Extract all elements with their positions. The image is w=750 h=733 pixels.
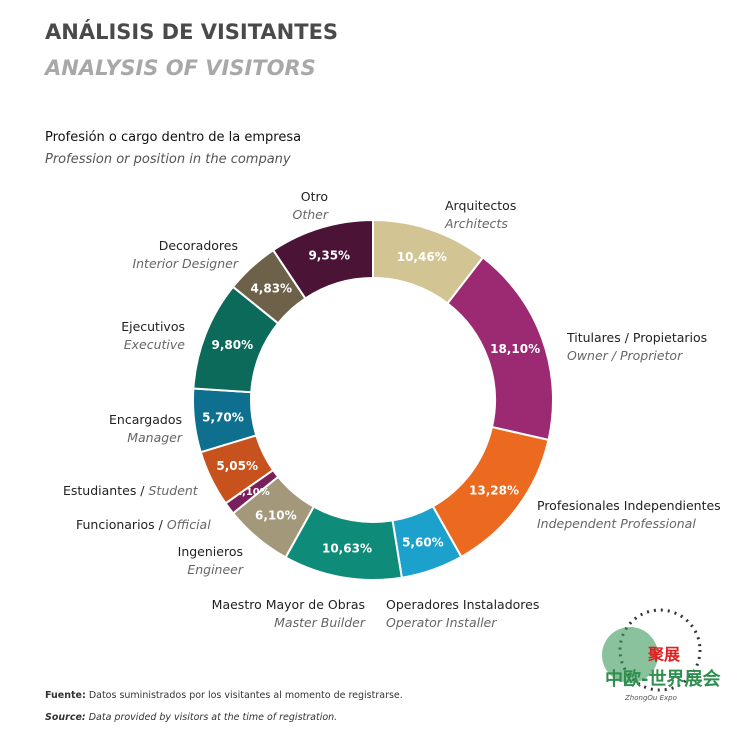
legend-label-owner: Titulares / Propietarios Owner / Propriet… [567, 330, 708, 363]
svg-text:中欧-世界展会: 中欧-世界展会 [605, 668, 720, 690]
chart-title: Profesión o cargo dentro de la empresa [45, 130, 302, 145]
data-label-7: 5,05% [216, 459, 258, 473]
data-label-2: 13,28% [469, 483, 519, 497]
title-es: ANÁLISIS DE VISITANTES [45, 20, 339, 44]
title-en: ANALYSIS OF VISITORS [45, 56, 316, 80]
legend-label-architects: Arquitectos Architects [445, 198, 517, 231]
legend-label-operator: Operadores Instaladores Operator Installe… [386, 597, 540, 630]
legend-label-other: Otro Other [292, 189, 329, 222]
legend-label-independent: Profesionales Independientes Independent … [537, 498, 721, 531]
footer-source-en: Source: Data provided by visitors at the… [45, 712, 338, 723]
legend-label-engineer: Ingenieros Engineer [177, 544, 243, 577]
legend-label-master-builder: Maestro Mayor de Obras Master Builder [211, 597, 365, 630]
data-label-10: 4,83% [250, 281, 292, 295]
donut-slice-11 [271, 218, 374, 300]
data-label-8: 5,70% [202, 410, 244, 424]
zhongou-expo-logo: 聚展 中欧-世界展会 ZhongOu Expo [600, 600, 730, 710]
footer-source-es: Fuente: Datos suministrados por los visi… [45, 690, 403, 701]
svg-text:ZhongOu Expo: ZhongOu Expo [624, 694, 677, 702]
data-label-3: 5,60% [402, 536, 444, 550]
data-label-5: 6,10% [255, 509, 297, 523]
chart-subtitle: Profession or position in the company [45, 152, 291, 167]
svg-text:聚展: 聚展 [647, 645, 681, 664]
data-label-1: 18,10% [490, 342, 540, 356]
data-label-4: 10,63% [322, 542, 372, 556]
data-label-11: 9,35% [308, 248, 350, 262]
legend-label-official: Funcionarios / Official [76, 517, 211, 532]
data-label-6: 1,10% [235, 487, 270, 498]
data-label-9: 9,80% [212, 338, 254, 352]
data-label-0: 10,46% [397, 250, 447, 264]
legend-label-executive: Ejecutivos Executive [121, 319, 185, 352]
legend-label-interior-designer: Decoradores Interior Designer [132, 238, 238, 271]
legend-label-student: Estudiantes / Student [63, 483, 198, 498]
legend-label-manager: Encargados Manager [109, 412, 182, 445]
